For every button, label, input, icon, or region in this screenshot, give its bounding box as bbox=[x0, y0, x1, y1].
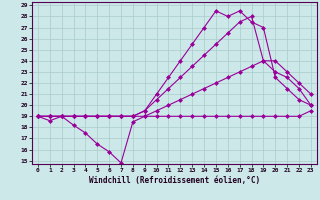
X-axis label: Windchill (Refroidissement éolien,°C): Windchill (Refroidissement éolien,°C) bbox=[89, 176, 260, 185]
